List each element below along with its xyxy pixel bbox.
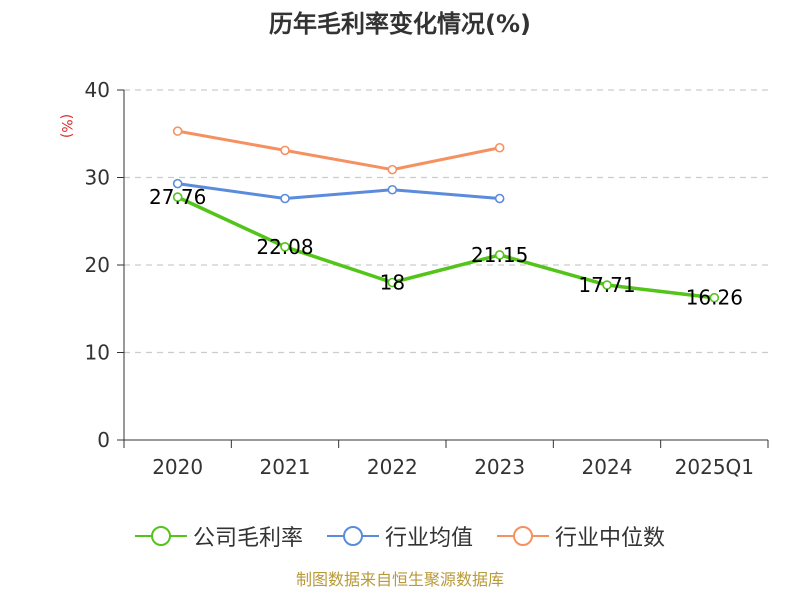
source-note: 制图数据来自恒生聚源数据库 — [295, 570, 504, 589]
data-label: 16.26 — [686, 286, 743, 310]
legend-swatch-icon — [134, 526, 187, 546]
y-tick-label: 10 — [85, 341, 110, 365]
x-tick-label: 2025Q1 — [675, 455, 754, 479]
x-tick-label: 2024 — [582, 455, 633, 479]
series-point — [172, 178, 183, 189]
y-tick-label: 0 — [97, 428, 110, 452]
series-point — [494, 250, 505, 260]
legend-label: 行业均值 — [384, 526, 473, 551]
x-tick-label: 2020 — [152, 455, 203, 479]
data-label: 27.76 — [149, 185, 206, 209]
legend-item: 公司毛利率 — [134, 520, 303, 552]
legend: 公司毛利率 行业均值 行业中位数 — [0, 520, 800, 552]
data-label: 18 — [380, 271, 405, 295]
data-label: 17.71 — [578, 273, 635, 297]
y-tick-label: 30 — [85, 166, 110, 190]
series-point — [280, 145, 290, 156]
series-point — [280, 242, 290, 252]
series-point — [387, 164, 398, 175]
series-point — [172, 126, 183, 136]
series-point — [494, 142, 505, 153]
x-tick-label: 2021 — [260, 455, 311, 479]
series-line — [177, 129, 500, 172]
data-label: 22.08 — [256, 235, 313, 259]
chart-title: 历年毛利率变化情况(%) — [269, 10, 531, 38]
legend-swatch-icon — [326, 526, 379, 546]
series-line — [176, 195, 715, 300]
series-point — [280, 193, 290, 204]
series-point — [387, 277, 398, 288]
series-point — [172, 192, 183, 202]
legend-label: 公司毛利率 — [192, 526, 303, 551]
y-tick-label: 20 — [85, 253, 110, 277]
axes: 0 10 20 30 40 2020 2021 2022 2023 2024 2025Q1 — [85, 78, 769, 479]
x-tick-label: 2023 — [474, 455, 525, 479]
x-tick-label: 2022 — [367, 455, 418, 479]
gridlines — [124, 89, 768, 354]
y-tick-label: 40 — [85, 78, 110, 102]
y-axis-label: (%) — [58, 114, 74, 138]
legend-item: 行业中位数 — [497, 520, 665, 552]
series-point — [387, 184, 398, 195]
legend-item: 行业均值 — [326, 520, 473, 552]
legend-label: 行业中位数 — [555, 526, 666, 551]
legend-swatch-icon — [497, 526, 549, 546]
series-group — [172, 126, 720, 303]
data-label: 21.15 — [471, 243, 528, 267]
series-point — [709, 292, 720, 303]
series-point — [494, 193, 505, 204]
series-point — [602, 280, 612, 290]
series-line — [177, 182, 500, 200]
data-labels: 27.76 22.08 18 21.15 17.71 16.26 — [149, 185, 743, 310]
